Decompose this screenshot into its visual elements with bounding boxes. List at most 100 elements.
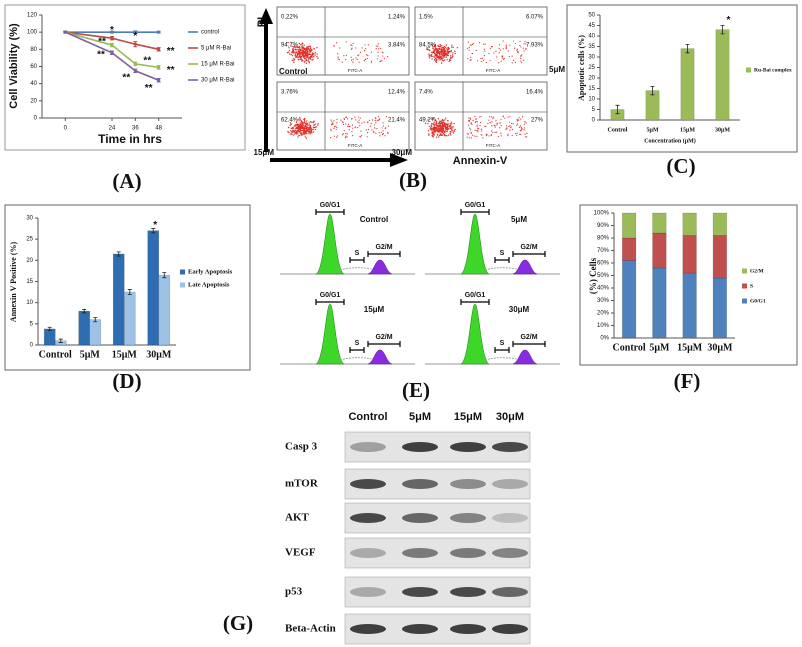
event-dot bbox=[438, 128, 440, 130]
event-dot bbox=[295, 125, 297, 127]
event-dot bbox=[305, 123, 307, 126]
event-dot bbox=[364, 50, 366, 52]
y-tick-label: 0 bbox=[30, 343, 34, 349]
y-tick-label: 40 bbox=[30, 81, 37, 87]
event-dot bbox=[298, 56, 300, 58]
event-dot bbox=[446, 127, 448, 129]
gate-bracket bbox=[460, 209, 490, 215]
event-dot bbox=[431, 132, 433, 134]
event-dot bbox=[306, 51, 308, 53]
bar bbox=[652, 232, 667, 269]
event-dot bbox=[520, 133, 522, 135]
event-dot bbox=[442, 131, 444, 133]
event-dot bbox=[524, 136, 526, 138]
phase-label: S bbox=[500, 250, 505, 257]
event-dot bbox=[360, 130, 362, 132]
event-dot bbox=[502, 116, 504, 118]
event-dot bbox=[301, 53, 304, 55]
event-dot bbox=[432, 117, 435, 119]
y-axis-label: Annexin V Positive (%) bbox=[9, 241, 18, 322]
event-dot bbox=[299, 43, 302, 46]
event-dot bbox=[363, 121, 365, 123]
event-dot bbox=[488, 52, 490, 55]
event-dot bbox=[470, 137, 472, 139]
event-dot bbox=[299, 56, 302, 58]
event-dot bbox=[304, 131, 307, 133]
y-tick-label: 10 bbox=[588, 97, 595, 103]
event-dot bbox=[525, 48, 527, 50]
event-dot bbox=[357, 121, 359, 123]
event-dot bbox=[292, 57, 295, 60]
event-dot bbox=[476, 130, 478, 132]
event-dot bbox=[484, 43, 486, 45]
event-dot bbox=[292, 52, 295, 54]
band bbox=[350, 548, 386, 558]
event-dot bbox=[306, 46, 308, 48]
event-dot bbox=[512, 59, 515, 61]
event-dot bbox=[313, 55, 315, 58]
event-dot bbox=[292, 131, 294, 133]
event-dot bbox=[292, 50, 295, 52]
event-dot bbox=[308, 47, 310, 50]
event-dot bbox=[298, 118, 300, 120]
y-axis-label: (%) Cells bbox=[588, 257, 598, 294]
event-dot bbox=[475, 118, 477, 120]
event-dot bbox=[447, 120, 449, 122]
event-dot bbox=[342, 133, 344, 135]
band bbox=[402, 442, 438, 452]
event-dot bbox=[443, 124, 445, 127]
event-dot bbox=[443, 59, 446, 61]
event-dot bbox=[471, 43, 474, 45]
quadrant-value: 1.24% bbox=[388, 15, 406, 21]
event-dot bbox=[449, 131, 451, 133]
event-dot bbox=[301, 134, 303, 137]
event-dot bbox=[448, 51, 450, 54]
band bbox=[492, 442, 528, 452]
lane-label: Control bbox=[348, 411, 387, 423]
event-dot bbox=[476, 121, 478, 123]
band bbox=[350, 442, 386, 452]
event-dot bbox=[300, 57, 302, 59]
event-dot bbox=[381, 51, 383, 53]
event-dot bbox=[358, 122, 360, 124]
event-dot bbox=[487, 123, 489, 125]
event-dot bbox=[440, 129, 442, 132]
event-dot bbox=[343, 129, 345, 132]
event-dot bbox=[491, 125, 493, 127]
event-dot bbox=[330, 128, 332, 130]
event-dot bbox=[470, 59, 472, 61]
event-dot bbox=[370, 51, 373, 53]
event-dot bbox=[374, 127, 376, 129]
event-dot bbox=[435, 60, 437, 62]
event-dot bbox=[302, 132, 304, 135]
event-dot bbox=[351, 47, 353, 49]
event-dot bbox=[471, 123, 473, 126]
event-dot bbox=[294, 133, 296, 135]
legend-swatch bbox=[746, 67, 751, 73]
event-dot bbox=[335, 128, 337, 130]
event-dot bbox=[431, 131, 434, 133]
event-dot bbox=[299, 123, 301, 125]
event-dot bbox=[505, 45, 508, 47]
legend-label: G0/G1 bbox=[750, 298, 766, 304]
band bbox=[402, 548, 438, 558]
event-dot bbox=[296, 130, 298, 132]
event-dot bbox=[521, 54, 523, 56]
event-dot bbox=[511, 128, 514, 131]
y-tick-label: 30 bbox=[26, 216, 33, 222]
event-dot bbox=[305, 52, 307, 55]
event-dot bbox=[310, 49, 313, 52]
event-dot bbox=[469, 127, 471, 129]
event-dot bbox=[526, 132, 528, 134]
event-dot bbox=[429, 128, 431, 130]
y-tick-label: 25 bbox=[26, 237, 33, 243]
event-dot bbox=[382, 122, 384, 124]
event-dot bbox=[428, 53, 430, 55]
event-dot bbox=[342, 121, 344, 124]
event-dot bbox=[308, 122, 310, 124]
event-dot bbox=[298, 49, 300, 52]
event-dot bbox=[286, 51, 289, 54]
event-dot bbox=[289, 124, 291, 127]
series-line bbox=[65, 31, 159, 81]
event-dot bbox=[333, 135, 335, 137]
